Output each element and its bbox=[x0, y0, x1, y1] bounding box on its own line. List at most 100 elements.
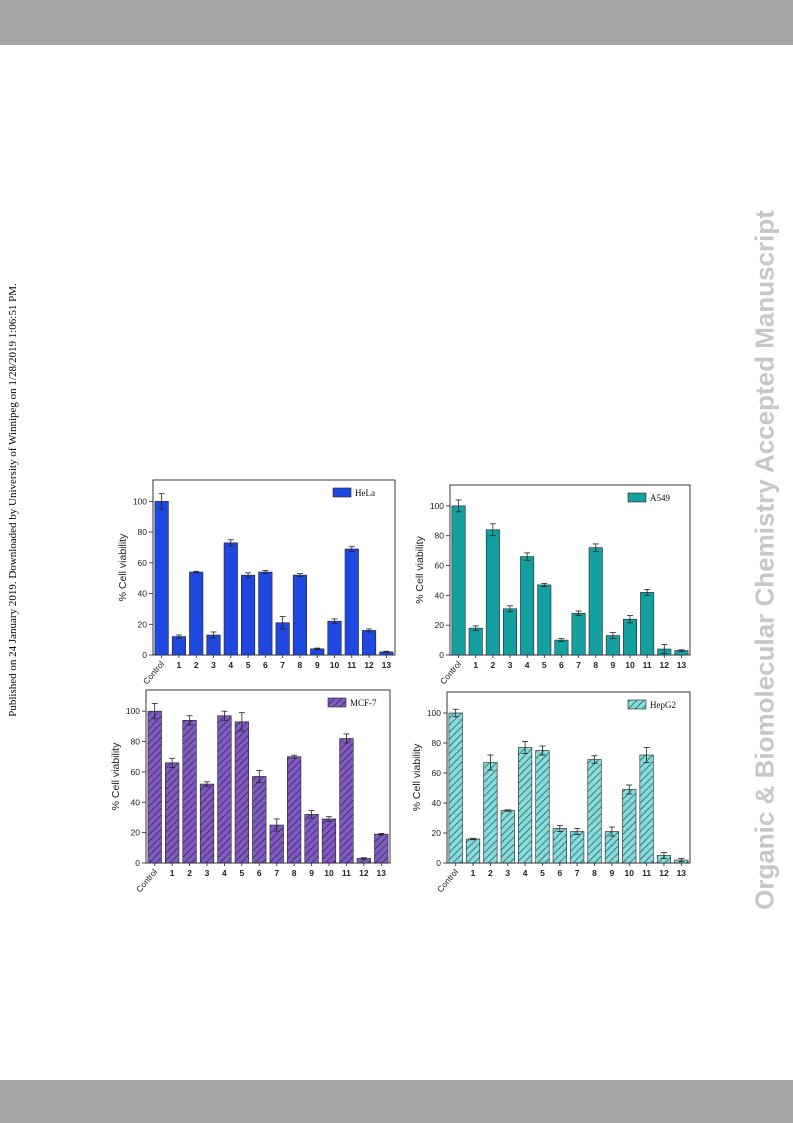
plot-frame bbox=[145, 689, 391, 864]
x-tick-label: 5 bbox=[246, 660, 251, 670]
y-axis-label: % Cell viability bbox=[117, 533, 129, 601]
error-bar-8 bbox=[591, 755, 598, 764]
y-tick-label: 40 bbox=[131, 797, 141, 807]
x-tick-label: 4 bbox=[228, 660, 233, 670]
error-bar-Control bbox=[452, 708, 459, 718]
legend-swatch bbox=[627, 492, 647, 503]
error-bar-4 bbox=[221, 710, 228, 721]
plot-frame bbox=[152, 479, 396, 656]
x-tick-label: Control bbox=[438, 659, 463, 687]
x-tick-label: 10 bbox=[625, 660, 635, 670]
bar-Control bbox=[451, 505, 466, 656]
x-tick-label: 2 bbox=[187, 868, 192, 878]
error-bar-9 bbox=[608, 826, 615, 837]
error-bar-1 bbox=[175, 634, 182, 639]
x-tick-label: 2 bbox=[194, 660, 199, 670]
x-tick-label: 9 bbox=[309, 868, 314, 878]
x-tick-label: 4 bbox=[523, 868, 528, 878]
y-tick-label: 80 bbox=[435, 531, 445, 541]
footer-bar bbox=[0, 1080, 793, 1123]
bar-3 bbox=[500, 810, 515, 864]
bar-6 bbox=[258, 571, 273, 656]
error-bar-4 bbox=[227, 539, 234, 547]
bar-11 bbox=[640, 592, 655, 656]
y-tick-label: 100 bbox=[427, 708, 441, 718]
legend-label: HepG2 bbox=[650, 700, 676, 710]
bar-10 bbox=[321, 818, 337, 864]
bar-8 bbox=[587, 759, 602, 864]
x-tick-label: 5 bbox=[540, 868, 545, 878]
y-tick-label: 100 bbox=[430, 501, 444, 511]
x-tick-label: 13 bbox=[382, 660, 392, 670]
bar-3 bbox=[199, 783, 215, 864]
x-tick-label: 3 bbox=[211, 660, 216, 670]
bar-Control bbox=[147, 710, 162, 864]
y-tick-label: 0 bbox=[135, 858, 140, 868]
x-tick-label: 1 bbox=[177, 660, 182, 670]
bar-13 bbox=[374, 833, 389, 864]
x-tick-label: 1 bbox=[471, 868, 476, 878]
error-bar-2 bbox=[186, 715, 193, 726]
x-tick-label: 13 bbox=[677, 868, 687, 878]
x-tick-label: 8 bbox=[593, 660, 598, 670]
bar-4 bbox=[217, 715, 232, 864]
x-tick-label: 8 bbox=[292, 868, 297, 878]
x-tick-label: 10 bbox=[330, 660, 340, 670]
y-tick-label: 0 bbox=[142, 650, 147, 660]
x-tick-label: 8 bbox=[592, 868, 597, 878]
error-bar-13 bbox=[383, 650, 390, 654]
plot-frame bbox=[449, 484, 691, 656]
error-bar-13 bbox=[678, 649, 685, 652]
y-axis-label: % Cell viability bbox=[110, 742, 122, 810]
x-tick-label: 3 bbox=[205, 868, 210, 878]
x-tick-label: 12 bbox=[359, 868, 369, 878]
bar-Control bbox=[448, 712, 463, 864]
header-bar bbox=[0, 0, 793, 45]
error-bar-7 bbox=[273, 818, 280, 832]
bar-2 bbox=[182, 719, 197, 864]
error-bar-6 bbox=[256, 769, 263, 783]
bar-8 bbox=[588, 547, 603, 656]
error-bar-4 bbox=[522, 741, 529, 754]
x-tick-label: 7 bbox=[280, 660, 285, 670]
y-tick-label: 80 bbox=[131, 737, 141, 747]
x-tick-label: 7 bbox=[576, 660, 581, 670]
y-tick-label: 60 bbox=[138, 558, 148, 568]
y-tick-label: 60 bbox=[432, 768, 442, 778]
legend-swatch bbox=[327, 697, 347, 708]
x-tick-label: 6 bbox=[557, 868, 562, 878]
bar-10 bbox=[622, 789, 637, 864]
bar-11 bbox=[639, 754, 654, 864]
error-bar-12 bbox=[366, 628, 373, 633]
x-tick-label: 5 bbox=[542, 660, 547, 670]
x-tick-label: 12 bbox=[660, 660, 670, 670]
bar-8 bbox=[292, 574, 307, 656]
error-bar-5 bbox=[238, 712, 245, 732]
bar-1 bbox=[165, 762, 180, 864]
legend-label: A549 bbox=[650, 493, 670, 503]
x-tick-label: 9 bbox=[610, 868, 615, 878]
y-tick-label: 40 bbox=[138, 589, 148, 599]
legend-swatch bbox=[332, 487, 352, 498]
error-bar-Control bbox=[158, 493, 165, 510]
error-bar-13 bbox=[678, 858, 685, 862]
error-bar-2 bbox=[489, 523, 496, 537]
y-tick-label: 100 bbox=[126, 706, 140, 716]
bar-8 bbox=[287, 756, 302, 864]
error-bar-7 bbox=[575, 610, 582, 616]
error-bar-8 bbox=[592, 543, 599, 552]
x-tick-label: 6 bbox=[257, 868, 262, 878]
bar-7 bbox=[571, 612, 586, 656]
x-tick-label: 6 bbox=[263, 660, 268, 670]
error-bar-3 bbox=[507, 605, 513, 613]
y-tick-label: 80 bbox=[138, 527, 148, 537]
error-bar-3 bbox=[504, 809, 511, 812]
x-tick-label: 8 bbox=[298, 660, 303, 670]
error-bar-12 bbox=[661, 644, 668, 654]
x-tick-label: 12 bbox=[659, 868, 669, 878]
bar-7 bbox=[570, 831, 585, 864]
